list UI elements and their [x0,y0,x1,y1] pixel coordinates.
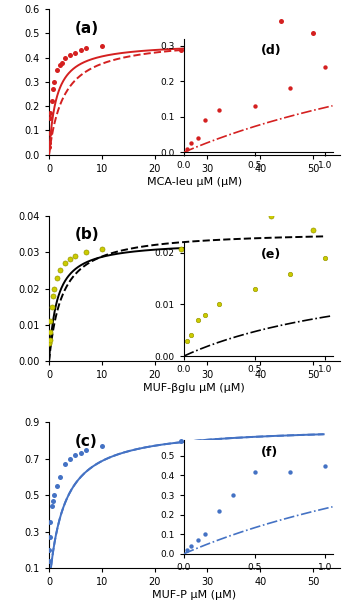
Point [188,330,194,340]
Point [83,247,89,257]
X-axis label: MUF-βglu μM (μM): MUF-βglu μM (μM) [144,383,245,393]
Point [78,448,84,458]
Point [216,506,222,516]
Point [62,53,68,63]
Point [268,68,274,77]
Point [99,244,105,254]
Point [287,84,293,93]
Point [47,335,52,344]
Point [202,529,208,539]
Point [310,225,316,235]
Point [83,43,89,53]
Point [72,251,78,261]
Text: (b): (b) [75,227,100,243]
Point [252,284,257,294]
Point [216,105,222,115]
Point [46,338,52,348]
Point [50,495,56,505]
Point [310,443,316,453]
Point [99,41,105,50]
Text: (c): (c) [75,434,98,449]
Point [47,338,52,348]
Point [188,139,194,149]
Point [49,302,55,312]
Text: (e): (e) [261,248,281,261]
X-axis label: MCA-leu μM (μM): MCA-leu μM (μM) [147,176,242,187]
Point [62,258,68,268]
Point [48,109,53,119]
Point [62,459,68,469]
Point [67,50,73,60]
Text: (d): (d) [261,44,282,57]
Point [46,142,52,152]
Point [83,445,89,454]
Point [47,327,52,337]
Point [99,441,105,451]
Point [57,60,62,70]
Point [48,518,53,527]
Point [47,128,52,138]
Point [67,454,73,464]
Point [231,490,236,500]
Point [184,336,190,346]
Point [287,268,293,278]
Point [54,65,60,75]
Point [287,467,293,476]
Point [310,28,316,38]
Point [57,265,62,275]
Point [195,133,201,143]
Point [54,481,60,491]
Point [51,284,57,293]
Point [279,17,284,26]
Point [202,310,208,320]
Point [47,138,52,147]
Point [47,545,52,554]
Point [252,101,257,111]
Point [268,211,274,221]
Point [46,556,52,565]
Point [178,244,184,254]
Point [60,58,65,68]
Point [323,62,328,72]
Point [50,84,56,94]
Point [252,467,257,476]
X-axis label: MUF-P μM (μM): MUF-P μM (μM) [152,590,236,600]
Point [47,532,52,542]
Point [323,460,328,470]
Point [195,535,201,545]
Point [268,440,274,449]
Text: (f): (f) [261,446,278,459]
Point [48,316,53,326]
Point [216,300,222,309]
Point [67,255,73,265]
Point [184,144,190,154]
Point [57,472,62,482]
Point [195,315,201,325]
Point [72,450,78,460]
Point [49,96,55,106]
Point [78,45,84,55]
Point [72,48,78,58]
Point [47,114,53,123]
Point [51,77,57,87]
Point [188,541,194,551]
Point [178,436,184,446]
Point [50,291,56,301]
Point [202,115,208,125]
Point [54,273,60,282]
Point [49,501,55,511]
Point [178,45,184,55]
Text: (a): (a) [75,21,99,36]
Point [184,545,190,555]
Point [51,491,57,500]
Point [323,253,328,263]
